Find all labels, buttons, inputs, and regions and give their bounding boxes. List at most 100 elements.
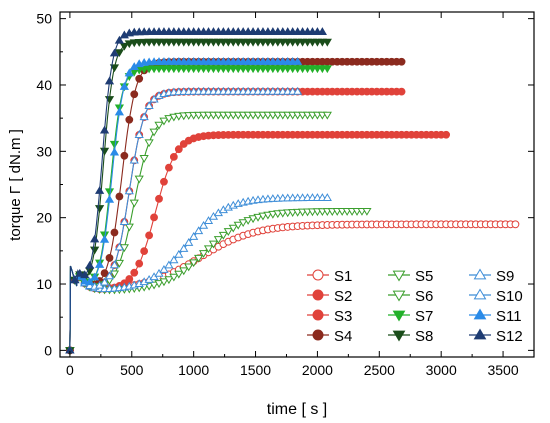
data-point — [473, 308, 487, 320]
x-tick-label: 3000 — [426, 362, 457, 378]
data-point — [159, 278, 169, 287]
legend-label: S3 — [334, 308, 352, 325]
y-tick-label: 10 — [36, 276, 52, 292]
series-s10 — [65, 86, 303, 354]
data-point — [90, 272, 100, 281]
data-point — [169, 255, 179, 264]
data-point — [120, 151, 129, 160]
data-point — [312, 309, 324, 321]
data-point — [124, 40, 134, 49]
data-point — [129, 155, 139, 164]
legend-label: S1 — [334, 268, 352, 285]
data-point — [94, 205, 105, 213]
y-tick-label: 30 — [36, 143, 52, 159]
x-tick-label: 1500 — [240, 362, 271, 378]
legend-item-s4: S4 — [307, 328, 352, 345]
data-point — [85, 260, 95, 269]
data-point — [312, 329, 324, 341]
data-point — [109, 260, 120, 269]
series-line — [69, 61, 299, 351]
data-point — [154, 280, 164, 288]
data-point — [125, 115, 134, 124]
x-tick-label: 3500 — [487, 362, 518, 378]
data-point — [124, 186, 134, 195]
legend-item-s12: S12 — [469, 328, 523, 345]
data-point — [193, 254, 204, 263]
legend-label: S5 — [415, 268, 433, 285]
data-point — [218, 231, 228, 240]
data-point — [104, 271, 115, 280]
data-point — [223, 228, 233, 236]
data-point — [124, 223, 134, 232]
data-point — [203, 216, 214, 224]
data-point — [238, 219, 248, 228]
data-point — [129, 199, 139, 208]
series-s2 — [66, 130, 451, 355]
legend-label: S6 — [415, 288, 433, 305]
data-point — [154, 268, 164, 277]
data-point — [208, 240, 219, 249]
data-point — [322, 193, 332, 201]
data-point — [258, 212, 268, 221]
data-point — [248, 215, 258, 224]
legend-label: S8 — [415, 328, 433, 345]
data-point — [139, 112, 149, 121]
data-point — [100, 269, 109, 278]
data-point — [193, 226, 204, 235]
data-point — [109, 64, 120, 73]
axes-layer: 0 500 1000 1500 2000 2500 3000 3500 0 10 20 30 40 50 — [36, 11, 534, 378]
data-point — [70, 275, 80, 284]
data-point — [85, 281, 95, 289]
data-point — [109, 140, 120, 149]
legend-item-s9: S9 — [469, 268, 514, 285]
data-point — [154, 121, 164, 130]
y-axis-label: torque Γ [ dN.m ] — [7, 129, 24, 241]
data-point — [253, 213, 263, 222]
data-point — [104, 76, 115, 85]
series-s11 — [65, 57, 303, 354]
data-point — [322, 65, 332, 74]
legend-label: S9 — [496, 268, 514, 285]
data-point — [397, 87, 406, 96]
data-point — [90, 234, 100, 243]
data-point — [80, 270, 90, 279]
data-point — [392, 270, 406, 282]
data-point — [198, 220, 209, 229]
data-point — [104, 188, 115, 197]
data-point — [362, 207, 372, 216]
series-s12 — [65, 27, 327, 354]
series-s9 — [65, 193, 332, 354]
legend-label: S7 — [415, 308, 433, 325]
data-point — [105, 254, 114, 262]
data-point — [114, 259, 125, 268]
data-point — [174, 249, 184, 258]
data-point — [114, 242, 125, 251]
data-point — [169, 113, 179, 122]
data-point — [75, 268, 85, 277]
y-tick-label: 0 — [44, 342, 52, 358]
data-point — [263, 211, 273, 220]
legend-item-s6: S6 — [388, 288, 433, 305]
data-point — [109, 48, 120, 57]
data-point — [228, 224, 238, 233]
data-point — [293, 57, 303, 65]
x-tick-label: 1000 — [178, 362, 209, 378]
data-point — [322, 38, 332, 47]
data-point — [99, 125, 110, 134]
data-point — [149, 128, 159, 137]
data-point — [184, 237, 194, 246]
data-point — [99, 277, 110, 286]
data-point — [164, 260, 174, 269]
legend-item-s1: S1 — [307, 268, 352, 285]
legend-item-s7: S7 — [388, 308, 433, 325]
legend-item-s2: S2 — [307, 288, 352, 305]
data-point — [164, 276, 174, 285]
data-point — [189, 232, 199, 240]
data-point — [144, 101, 154, 110]
data-point — [198, 250, 209, 258]
data-point — [511, 220, 520, 229]
legend-item-s11: S11 — [469, 308, 522, 325]
legend-item-s10: S10 — [469, 288, 523, 305]
data-point — [392, 330, 406, 342]
